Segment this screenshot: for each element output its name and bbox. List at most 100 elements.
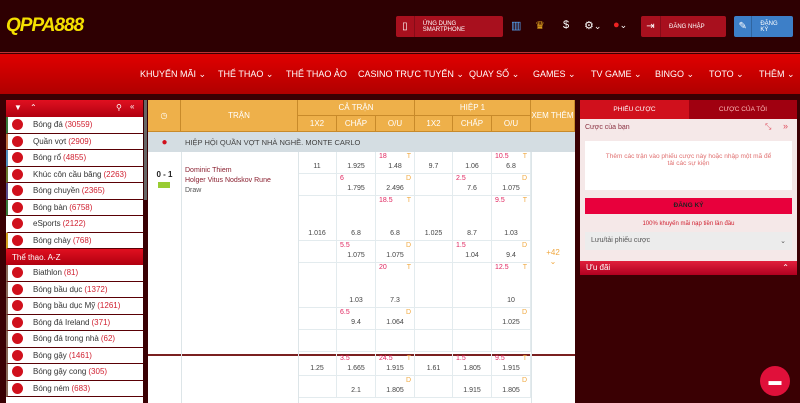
odds-cell[interactable]: 9.5 T 1.915	[492, 354, 531, 376]
sidebar-scrollbar[interactable]	[144, 100, 147, 200]
sidebar-item[interactable]: Khúc côn cầu băng (2263)	[6, 166, 143, 183]
language-flag-icon[interactable]: ●⌄	[613, 19, 628, 31]
odds-cell[interactable]: 8.7	[453, 196, 492, 241]
sport-icon	[12, 300, 23, 312]
odds-cell[interactable]: D 1.075	[376, 241, 415, 263]
sidebar-item[interactable]: Bóng gậy cong (305)	[6, 364, 143, 381]
odds-cell[interactable]: 6.5 9.4	[337, 308, 376, 330]
sidebar-item[interactable]: eSports (2122)	[6, 216, 143, 233]
empty-cell	[337, 330, 376, 352]
odds-cell[interactable]: 20 T 7.3	[376, 263, 415, 308]
odds-cell[interactable]: 1.25	[298, 354, 337, 376]
odds-cell[interactable]: D 1.805	[376, 376, 415, 398]
odds-cell[interactable]: D 1.025	[492, 308, 531, 330]
offers-section-header[interactable]: Ưu đãi ⌃	[580, 261, 797, 275]
settings-icon[interactable]: ⚙⌄	[584, 20, 602, 32]
odds-cell[interactable]: 1.925	[337, 152, 376, 174]
nav-item[interactable]: KHUYẾN MÃI ⌄	[140, 69, 206, 80]
match-teams[interactable]: Dominic Thiem Holger Vitus Nodskov Rune …	[185, 166, 271, 196]
collapse-up-icon[interactable]: ⌃	[30, 103, 37, 112]
trophy-icon[interactable]: ♛	[535, 20, 545, 32]
nav-item[interactable]: TV GAME ⌄	[591, 69, 642, 80]
odds-cell[interactable]: 18 T 1.48	[376, 152, 415, 174]
odds-cell[interactable]: 5.5 1.075	[337, 241, 376, 263]
odds-cell[interactable]: 2.5 7.6	[453, 174, 492, 196]
collapse-left-icon[interactable]: «	[130, 102, 135, 111]
live-stats-icon[interactable]	[158, 182, 170, 188]
search-icon[interactable]: ⚲	[116, 103, 122, 112]
odds-cell[interactable]: 11	[298, 152, 337, 174]
tab-my-bets[interactable]: CƯỢC CỦA TÔI	[689, 100, 797, 119]
odds-cell[interactable]: D 1.064	[376, 308, 415, 330]
stats-icon[interactable]: ▥	[511, 20, 522, 32]
odds-value: 1.025	[502, 319, 520, 326]
odds-cell[interactable]: 1.025	[415, 196, 453, 241]
sidebar-item[interactable]: Bóng bàn (6758)	[6, 199, 143, 216]
odds-cell[interactable]: 1.06	[453, 152, 492, 174]
nav-item[interactable]: BINGO ⌄	[655, 69, 694, 80]
tab-betslip[interactable]: PHIẾU CƯỢC	[580, 100, 689, 119]
odds-cell[interactable]: 1.915	[453, 376, 492, 398]
sport-count: (2263)	[103, 169, 127, 179]
odds-cell[interactable]: 1.5 1.805	[453, 354, 492, 376]
more-markets-button[interactable]: +42 ⌄	[531, 248, 575, 266]
sidebar-item[interactable]: Biathlon (81)	[6, 265, 143, 282]
betslip-register-button[interactable]: ĐĂNG KÝ	[585, 198, 792, 214]
sport-count: (1372)	[84, 284, 108, 294]
odds-cell[interactable]: 6 1.795	[337, 174, 376, 196]
match-header: TRẬN	[181, 100, 298, 132]
sidebar-item[interactable]: Bóng chuyền (2365)	[6, 183, 143, 200]
odds-cell[interactable]: 1.61	[415, 354, 453, 376]
odds-cell[interactable]: 24.5 T 1.915	[376, 354, 415, 376]
register-button[interactable]: ✎ ĐĂNG KÝ	[734, 16, 793, 37]
sidebar-item[interactable]: Bóng đá trong nhà (62)	[6, 331, 143, 348]
sidebar-item[interactable]: Bóng gậy (1461)	[6, 347, 143, 364]
nav-item[interactable]: TOTO ⌄	[709, 69, 744, 80]
sidebar-item[interactable]: Bóng bầu dục (1372)	[6, 281, 143, 298]
nav-item[interactable]: CASINO TRỰC TUYẾN ⌄	[358, 69, 464, 80]
odds-cell[interactable]: 2.1	[337, 376, 376, 398]
currency-icon[interactable]: $	[563, 19, 570, 31]
odds-cell[interactable]: 3.5 1.665	[337, 354, 376, 376]
sidebar-item[interactable]: Bóng đá (30559)	[6, 117, 143, 134]
login-button[interactable]: ⇥ ĐĂNG NHẬP	[641, 16, 726, 37]
logo[interactable]: QPPA888	[6, 15, 84, 36]
save-betslip-label: Lưu/tải phiếu cược	[591, 237, 651, 244]
odds-cell[interactable]: 1.016	[298, 196, 337, 241]
league-row[interactable]: ● HIỆP HỘI QUẦN VỢT NHÀ NGHỀ. MONTE CARLO	[148, 132, 575, 152]
nav-item[interactable]: THỂ THAO ⌄	[218, 69, 273, 80]
nav-item[interactable]: QUAY SỐ ⌄	[469, 69, 519, 80]
odds-cell[interactable]: 6.8	[337, 196, 376, 241]
odds-cell[interactable]: D 9.4	[492, 241, 531, 263]
sidebar-item[interactable]: Bóng chày (768)	[6, 232, 143, 249]
filter-icon[interactable]: ▼	[14, 103, 22, 112]
odds-cell[interactable]: D 2.496	[376, 174, 415, 196]
nav-item[interactable]: THỂ THAO ẢO	[286, 69, 347, 79]
sidebar-item[interactable]: Bóng rổ (4855)	[6, 150, 143, 167]
sport-label: eSports	[33, 219, 61, 229]
odds-cell[interactable]: D 1.805	[492, 376, 531, 398]
odds-cell[interactable]: 18.5 T 6.8	[376, 196, 415, 241]
promo-text[interactable]: 100% khuyến mãi nạp tiền lần đầu	[642, 221, 735, 227]
odds-cell[interactable]: 1.03	[337, 263, 376, 308]
odds-cell[interactable]: 12.5 T 10	[492, 263, 531, 308]
odds-cell[interactable]: 10.5 T 6.8	[492, 152, 531, 174]
sidebar-item[interactable]: Bóng bầu dục Mỹ (1261)	[6, 298, 143, 315]
collapse-icon[interactable]: ⤡	[765, 122, 772, 131]
odds-cell[interactable]: 1.5 1.04	[453, 241, 492, 263]
odds-cell[interactable]: 9.5 T 1.03	[492, 196, 531, 241]
nav-item[interactable]: GAMES ⌄	[533, 69, 576, 80]
odds-cell[interactable]: 9.7	[415, 152, 453, 174]
sidebar-item[interactable]: Bóng ném (683)	[6, 380, 143, 397]
over-under-tag: D	[405, 309, 411, 316]
smartphone-app-button[interactable]: ▯ ỨNG DỤNG SMARTPHONE	[396, 16, 503, 37]
nav-item[interactable]: THÊM ⌄	[759, 69, 795, 80]
expand-right-icon[interactable]: »	[783, 121, 789, 131]
odds-cell[interactable]: D 1.075	[492, 174, 531, 196]
phone-icon: ▯	[396, 16, 415, 37]
chat-button[interactable]: ▬	[760, 366, 790, 396]
sidebar-item[interactable]: Bóng đá Ireland (371)	[6, 314, 143, 331]
sidebar-item[interactable]: Quần vợt (2909)	[6, 133, 143, 150]
save-betslip-select[interactable]: Lưu/tải phiếu cược ⌄	[585, 232, 792, 250]
sport-icon	[12, 234, 23, 246]
